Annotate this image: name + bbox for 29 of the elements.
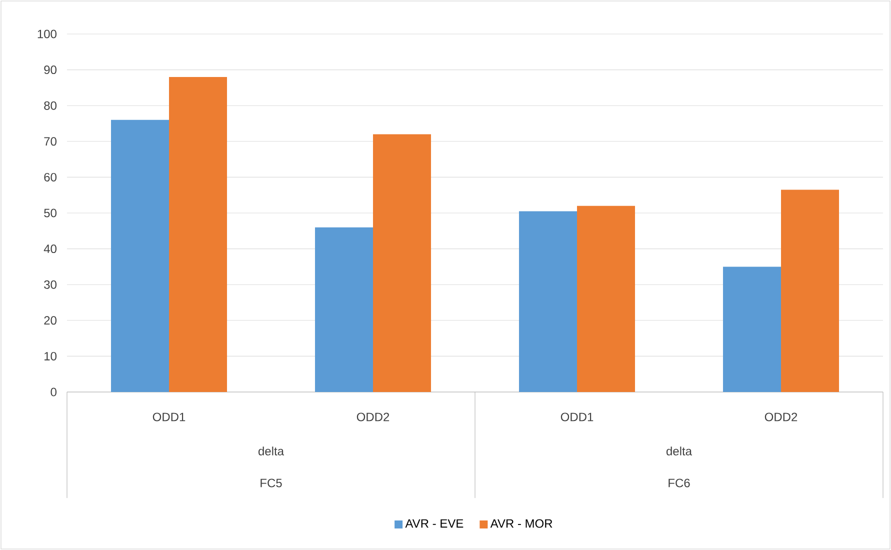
y-tick-label: 60 — [44, 172, 56, 182]
bar — [781, 190, 840, 392]
legend-label: AVR - MOR — [490, 519, 552, 528]
y-tick-label: 30 — [44, 280, 56, 289]
y-tick-label: 10 — [44, 352, 56, 360]
text: delta — [258, 446, 284, 456]
x-tick-label: ODD2 — [764, 412, 798, 422]
bar — [577, 206, 636, 392]
text: delta — [666, 446, 692, 456]
x-tick-label: ODD1 — [560, 412, 594, 422]
y-tick-label: 50 — [44, 208, 56, 218]
y-tick-label: 80 — [44, 101, 56, 110]
bar — [723, 266, 782, 392]
y-tick-label: 100 — [38, 30, 56, 38]
y-tick-label: 40 — [44, 244, 56, 254]
y-tick-label: 70 — [44, 137, 56, 146]
x-tick-label: ODD1 — [152, 412, 186, 422]
bar — [111, 120, 170, 392]
text: FC6 — [668, 478, 690, 488]
y-tick-label: 0 — [50, 388, 56, 396]
y-tick-label: 20 — [44, 316, 56, 325]
bar — [169, 76, 227, 392]
x-tick-label: ODD2 — [356, 412, 390, 422]
bar — [315, 227, 374, 392]
bar — [373, 134, 432, 392]
bar — [519, 211, 578, 392]
y-tick-label: 90 — [44, 66, 56, 74]
legend-label: AVR - EVE — [405, 519, 464, 528]
text: FC5 — [260, 478, 282, 488]
